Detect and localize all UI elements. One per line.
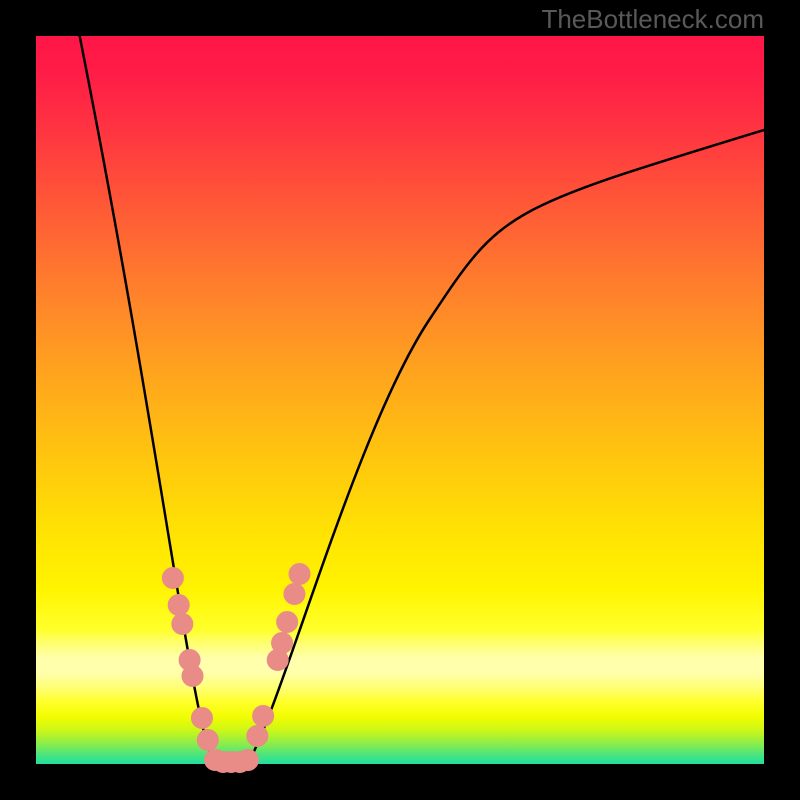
watermark-text: TheBottleneck.com <box>541 4 764 35</box>
data-marker <box>197 730 218 751</box>
data-marker <box>277 612 298 633</box>
data-marker <box>168 595 189 616</box>
data-marker <box>162 568 183 589</box>
chart-svg <box>0 0 800 800</box>
data-marker <box>289 564 310 585</box>
data-marker <box>172 614 193 635</box>
data-marker <box>253 706 274 727</box>
data-marker <box>272 633 293 654</box>
chart-stage: TheBottleneck.com <box>0 0 800 800</box>
data-marker <box>247 726 268 747</box>
data-marker <box>284 584 305 605</box>
data-marker <box>237 750 258 771</box>
data-marker <box>182 666 203 687</box>
data-marker <box>191 708 212 729</box>
